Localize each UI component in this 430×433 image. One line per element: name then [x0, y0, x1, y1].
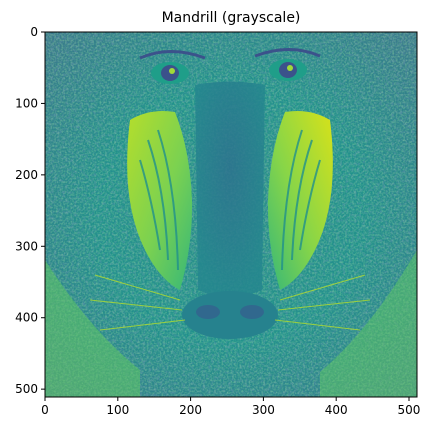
nose-bridge: [195, 81, 265, 298]
chart-title: Mandrill (grayscale): [162, 10, 301, 26]
y-tick-label: 500: [15, 382, 38, 396]
y-tick-label: 100: [15, 96, 38, 110]
right-cheek: [267, 111, 333, 290]
y-tick-label: 300: [15, 239, 38, 253]
y-tick-label: 200: [15, 168, 38, 182]
left-cheek: [127, 111, 193, 290]
x-tick-label: 100: [106, 403, 129, 417]
image-frame: [44, 31, 418, 398]
right-eye: [269, 59, 307, 81]
x-tick-label: 500: [398, 403, 421, 417]
y-tick-label: 0: [30, 25, 38, 39]
x-tick-label: 200: [179, 403, 202, 417]
x-tick-label: 400: [325, 403, 348, 417]
y-tick-label: 400: [15, 311, 38, 325]
x-tick-label: 0: [41, 403, 49, 417]
left-eye: [151, 62, 189, 84]
mandrill-image: [45, 32, 417, 397]
snout: [182, 291, 278, 339]
x-tick-label: 300: [252, 403, 275, 417]
